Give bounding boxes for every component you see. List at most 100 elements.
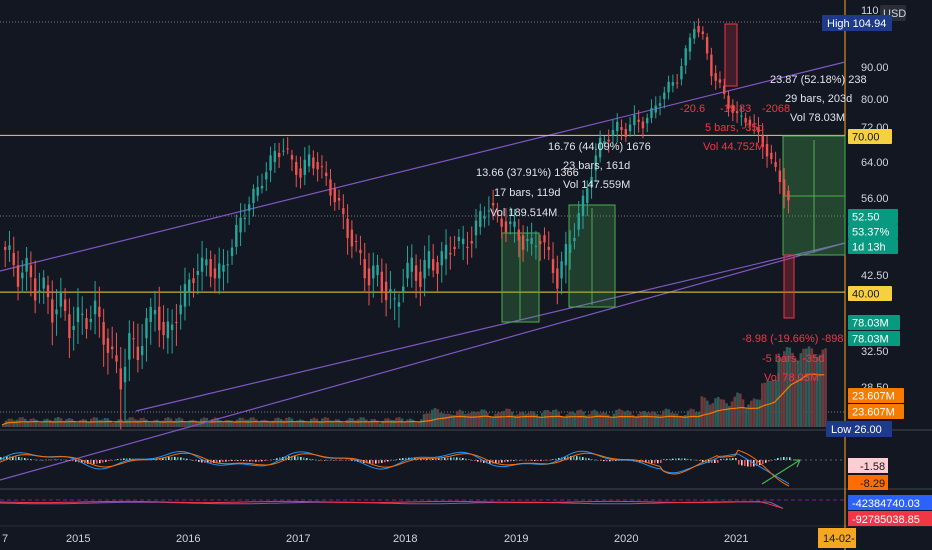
volume-bar bbox=[571, 411, 574, 427]
macd-histogram-bar bbox=[609, 460, 611, 462]
candle-body bbox=[393, 298, 396, 300]
macd-histogram-bar bbox=[675, 458, 677, 460]
macd-histogram-bar bbox=[480, 460, 482, 463]
macd-histogram-bar bbox=[81, 460, 83, 463]
volume-bar bbox=[81, 418, 85, 427]
volume-bar bbox=[310, 418, 313, 427]
macd-histogram-bar bbox=[225, 460, 227, 462]
macd-histogram-bar bbox=[438, 458, 440, 460]
volume-bar bbox=[260, 420, 264, 427]
macd-histogram-bar bbox=[24, 458, 26, 460]
macd-histogram-bar bbox=[522, 460, 524, 461]
candle-body bbox=[496, 210, 499, 212]
volume-bar bbox=[785, 346, 789, 427]
volume-bar bbox=[387, 418, 390, 427]
volume-bar bbox=[618, 408, 621, 427]
candle-body bbox=[693, 28, 696, 39]
candle-body bbox=[633, 114, 636, 126]
macd-histogram-bar bbox=[33, 459, 35, 460]
volume-bar bbox=[725, 403, 728, 427]
candle-body bbox=[380, 271, 384, 292]
candle-body bbox=[461, 238, 465, 244]
macd-histogram-bar bbox=[27, 458, 29, 460]
macd-histogram-bar bbox=[255, 460, 257, 462]
volume-bar bbox=[772, 379, 775, 427]
volume-bar bbox=[279, 419, 283, 427]
volume-bar bbox=[794, 357, 797, 427]
macd-histogram-bar bbox=[258, 460, 260, 462]
measure-3-text: 23.87 (52.18%) 238 bbox=[770, 74, 867, 86]
volume-bar bbox=[2, 424, 5, 427]
volume-bar bbox=[563, 417, 566, 427]
macd-histogram-bar bbox=[189, 459, 191, 460]
candle-body bbox=[530, 238, 533, 244]
macd-histogram-bar bbox=[603, 460, 605, 462]
volume-bar bbox=[816, 356, 819, 427]
volume-bar bbox=[334, 419, 338, 427]
candle-body bbox=[55, 309, 58, 315]
candle-body bbox=[744, 117, 747, 123]
volume-bar bbox=[290, 418, 294, 427]
volume-bar bbox=[403, 421, 407, 427]
volume-bar bbox=[345, 419, 349, 427]
volume-bar bbox=[436, 409, 440, 427]
time-axis-tick: 2016 bbox=[176, 533, 200, 545]
volume-bar bbox=[447, 413, 451, 427]
volume-bar bbox=[502, 410, 506, 427]
macd-histogram-bar bbox=[375, 460, 377, 464]
volume-bar bbox=[640, 411, 643, 427]
volume-bar bbox=[420, 419, 423, 427]
price-candles bbox=[4, 18, 790, 430]
measure-4-text: 5 bars, -35d bbox=[705, 122, 764, 134]
volume-bar bbox=[821, 349, 825, 427]
macd-histogram-bar bbox=[75, 460, 77, 462]
candle-body bbox=[624, 129, 627, 137]
candle-body bbox=[16, 265, 20, 287]
volume-bar bbox=[186, 421, 189, 427]
macd-histogram-bar bbox=[246, 460, 248, 462]
macd-histogram-bar bbox=[366, 460, 368, 464]
macd-histogram-bar bbox=[780, 457, 782, 460]
candle-body bbox=[363, 259, 366, 279]
volume-bar bbox=[268, 422, 272, 427]
macd-histogram-bar bbox=[558, 457, 560, 460]
time-axis[interactable]: 7 2015 2016 2017 2018 2019 2020 2021 14-02- bbox=[2, 528, 856, 548]
volume-bar bbox=[648, 412, 651, 427]
macd-histogram-bar bbox=[333, 460, 335, 461]
candle-body bbox=[38, 290, 41, 293]
macd-histogram-bar bbox=[369, 460, 371, 464]
candle-body bbox=[684, 48, 687, 66]
volume-bar bbox=[87, 421, 90, 427]
volume-bar bbox=[79, 420, 82, 427]
macd-histogram-bar bbox=[0, 457, 2, 460]
candle-body bbox=[534, 245, 538, 247]
price-axis-tick: 64.00 bbox=[861, 157, 889, 169]
macd-histogram-bar bbox=[273, 459, 275, 460]
time-axis-tick: 2015 bbox=[66, 533, 90, 545]
macd-histogram-bar bbox=[585, 457, 587, 460]
volume-bar bbox=[356, 419, 360, 427]
candle-body bbox=[106, 338, 110, 353]
volume-bar bbox=[106, 418, 110, 427]
macd-histogram-bar bbox=[309, 458, 311, 460]
volume-bar bbox=[634, 416, 638, 427]
macd-histogram-bar bbox=[477, 460, 479, 462]
candle-body bbox=[170, 324, 174, 331]
macd-histogram-bar bbox=[252, 460, 254, 462]
volume-bar bbox=[425, 413, 429, 427]
volume-bar bbox=[296, 420, 299, 427]
volume-bar bbox=[183, 421, 187, 427]
volume-bar bbox=[620, 410, 624, 427]
volume-bar bbox=[750, 400, 753, 427]
candle-body bbox=[453, 246, 456, 250]
volume-bar bbox=[354, 420, 357, 427]
volume-bar bbox=[810, 348, 814, 427]
macd-histogram-bar bbox=[582, 457, 584, 460]
candle-body bbox=[774, 162, 777, 167]
candle-body bbox=[81, 313, 84, 315]
volume-bar bbox=[601, 412, 605, 427]
volume-bar bbox=[752, 398, 756, 427]
volume-bar bbox=[466, 413, 470, 427]
volume-bar bbox=[439, 412, 442, 427]
macd-histogram-bar bbox=[30, 459, 32, 460]
